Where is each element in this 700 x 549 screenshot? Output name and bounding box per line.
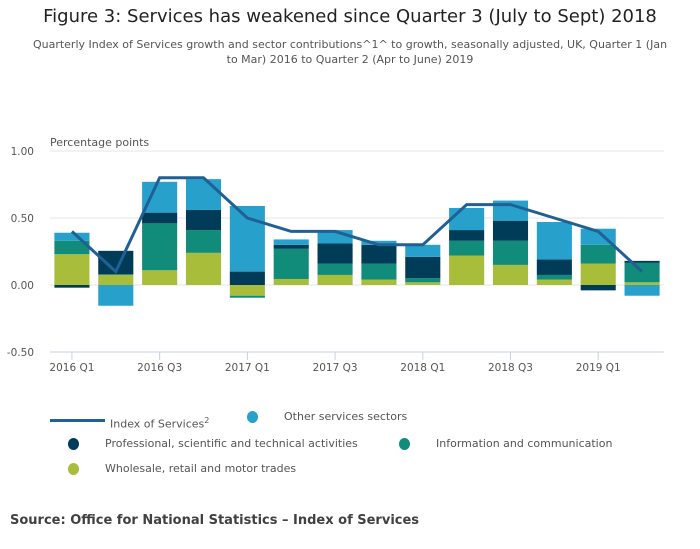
bar-segment [492, 220, 529, 241]
chart-title: Figure 3: Services has weakened since Qu… [43, 6, 657, 27]
legend-dot-swatch [68, 462, 79, 475]
bar-segment [98, 250, 134, 275]
bar-segment [54, 232, 90, 241]
bar-segment [580, 244, 616, 264]
bar-segment [185, 252, 222, 285]
legend-item-professional[interactable]: Professional, scientific and technical a… [68, 437, 358, 450]
bar-segment [405, 256, 441, 279]
bar-segment [98, 274, 134, 275]
x-tick-label: 2018 Q1 [400, 362, 445, 374]
bar-segment [273, 248, 309, 279]
bar-segment [580, 285, 616, 291]
bar-segment [405, 244, 441, 257]
bar-segment [142, 181, 178, 213]
bar-segment [361, 279, 397, 285]
bar-segment [361, 240, 397, 245]
bar-segment [98, 285, 134, 306]
legend-label: Index of Services2 [110, 416, 210, 431]
bar-segment [624, 285, 660, 296]
x-tick-label: 2016 Q3 [137, 362, 182, 374]
x-tick-label: 2016 Q1 [49, 362, 94, 374]
source-note: Source: Office for National Statistics –… [10, 513, 420, 528]
bar-segment [98, 274, 134, 285]
bar-segment [405, 278, 441, 283]
bar-segment [142, 223, 178, 271]
bar-segment [580, 263, 616, 285]
bar-segment [449, 240, 485, 256]
bar-segment [273, 244, 309, 249]
bar-segment [449, 207, 485, 231]
bar-segment [405, 282, 441, 285]
chart-subtitle: Quarterly Index of Services growth and s… [32, 38, 668, 66]
legend-label: Other services sectors [284, 410, 408, 423]
bar-segment [229, 295, 265, 298]
y-axis-label: Percentage points [50, 136, 149, 149]
bar-segment [54, 285, 90, 288]
bar-segment [229, 205, 265, 272]
x-tick-label: 2019 Q1 [576, 362, 621, 374]
y-tick-label: 1.00 [11, 146, 34, 158]
chart-svg: 1.00 0.50 0.00 -0.50 2016 Q1 2016 Q3 2017 Q1 20… [7, 136, 664, 374]
index-line-group [70, 176, 644, 275]
bars [54, 179, 660, 306]
bar-segment [492, 240, 529, 265]
bar-segment [229, 271, 265, 285]
legend-label: Wholesale, retail and motor trades [105, 462, 297, 475]
bar-segment [624, 282, 660, 285]
bar-segment [54, 254, 90, 285]
legend-line-swatch [50, 418, 105, 422]
index-of-services-line [70, 176, 644, 275]
legend-dot-swatch [399, 437, 410, 450]
bar-segment [317, 243, 353, 264]
bar-segment [536, 222, 572, 260]
x-tick-label: 2017 Q3 [313, 362, 358, 374]
bar-segment [185, 179, 222, 210]
legend-item-index-of-services[interactable]: Index of Services2 [50, 410, 209, 431]
bar-segment [361, 244, 397, 264]
x-tick-label: 2017 Q1 [225, 362, 270, 374]
legend-dot-swatch [247, 410, 258, 423]
bar-segment [273, 239, 309, 245]
legend-dot-swatch [68, 437, 79, 450]
bar-segment [185, 209, 222, 231]
bar-segment [449, 255, 485, 285]
bar-segment [142, 270, 178, 285]
bar-segment [273, 278, 309, 285]
bar-segment [317, 274, 353, 285]
bar-segment [54, 240, 90, 255]
legend-label: Information and communication [436, 437, 613, 450]
bar-segment [142, 212, 178, 224]
axes: 1.00 0.50 0.00 -0.50 2016 Q1 2016 Q3 2017 Q1 20… [7, 146, 621, 374]
bar-segment [449, 230, 485, 241]
x-tick-label: 2018 Q3 [488, 362, 533, 374]
legend-item-wholesale[interactable]: Wholesale, retail and motor trades [68, 462, 296, 475]
bar-segment [536, 274, 572, 280]
bar-segment [492, 264, 529, 285]
y-tick-label: 0.00 [11, 280, 34, 292]
bar-segment [229, 285, 265, 296]
bar-segment [624, 260, 660, 263]
bar-segment [536, 259, 572, 275]
bar-segment [624, 262, 660, 283]
legend-label: Professional, scientific and technical a… [105, 437, 358, 450]
bar-segment [185, 230, 222, 253]
y-tick-label: -0.50 [7, 347, 34, 359]
bar-segment [317, 263, 353, 275]
y-tick-label: 0.50 [11, 213, 34, 225]
bar-segment [361, 263, 397, 280]
legend-item-other-services[interactable]: Other services sectors [247, 410, 407, 423]
bar-segment [536, 279, 572, 285]
legend-item-information[interactable]: Information and communication [399, 437, 612, 450]
